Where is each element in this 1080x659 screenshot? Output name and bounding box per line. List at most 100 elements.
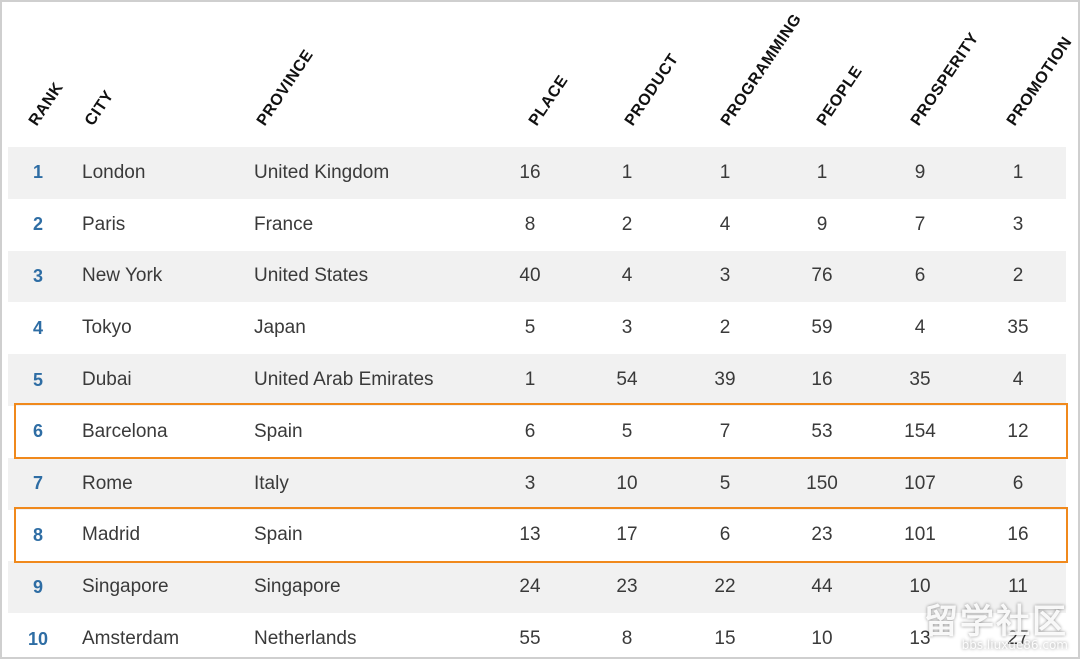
product-cell: 10 bbox=[616, 472, 638, 494]
promotion-cell: 27 bbox=[1007, 628, 1029, 650]
watermark-sub: bbs.liuxue86.com bbox=[961, 638, 1068, 652]
people-cell: 150 bbox=[806, 472, 838, 494]
city-cell: London bbox=[82, 161, 146, 183]
prosperity-cell: 35 bbox=[909, 369, 931, 391]
prosperity-cell: 4 bbox=[914, 317, 926, 339]
header-promotion: PROMOTION bbox=[1003, 33, 1076, 129]
city-cell: New York bbox=[82, 265, 163, 287]
place-cell: 40 bbox=[519, 265, 541, 287]
province-cell: Singapore bbox=[254, 576, 341, 598]
prosperity-cell: 9 bbox=[914, 161, 926, 183]
people-cell: 23 bbox=[811, 524, 833, 546]
place-cell: 6 bbox=[524, 420, 536, 442]
programming-cell: 3 bbox=[719, 265, 731, 287]
promotion-cell: 35 bbox=[1007, 317, 1029, 339]
product-cell: 1 bbox=[621, 161, 633, 183]
product-cell: 5 bbox=[621, 420, 633, 442]
people-cell: 44 bbox=[811, 576, 833, 598]
rank-cell: 2 bbox=[32, 214, 43, 235]
header-province: PROVINCE bbox=[253, 46, 317, 129]
product-cell: 2 bbox=[621, 213, 633, 235]
rank-cell: 10 bbox=[27, 628, 49, 649]
product-cell: 3 bbox=[621, 317, 633, 339]
place-cell: 5 bbox=[524, 317, 536, 339]
prosperity-cell: 13 bbox=[909, 628, 931, 650]
place-cell: 1 bbox=[524, 369, 536, 391]
header-people: PEOPLE bbox=[813, 63, 866, 130]
people-cell: 59 bbox=[811, 317, 833, 339]
programming-cell: 15 bbox=[714, 628, 736, 650]
place-cell: 16 bbox=[519, 161, 541, 183]
promotion-cell: 1 bbox=[1012, 161, 1024, 183]
programming-cell: 5 bbox=[719, 472, 731, 494]
table-row: 10 Amsterdam Netherlands 55 8 15 10 13 27 bbox=[8, 613, 1066, 657]
promotion-cell: 3 bbox=[1012, 213, 1024, 235]
header-rank: RANK bbox=[25, 79, 67, 129]
province-cell: Italy bbox=[254, 472, 289, 494]
table-row: 7 Rome Italy 3 10 5 150 107 6 bbox=[8, 457, 1066, 510]
programming-cell: 4 bbox=[719, 213, 731, 235]
province-cell: Spain bbox=[254, 420, 303, 442]
city-cell: Singapore bbox=[82, 576, 169, 598]
place-cell: 55 bbox=[519, 628, 541, 650]
city-cell: Dubai bbox=[82, 369, 132, 391]
table-row: 3 New York United States 40 4 3 76 6 2 bbox=[8, 250, 1066, 303]
place-cell: 13 bbox=[519, 524, 541, 546]
city-cell: Barcelona bbox=[82, 420, 168, 442]
province-cell: Netherlands bbox=[254, 628, 357, 650]
product-cell: 8 bbox=[621, 628, 633, 650]
header-place: PLACE bbox=[525, 72, 572, 129]
table-row: 8 Madrid Spain 13 17 6 23 101 16 bbox=[8, 509, 1066, 562]
city-cell: Tokyo bbox=[82, 317, 132, 339]
watermark-main: 留学社区 bbox=[924, 602, 1068, 642]
programming-cell: 2 bbox=[719, 317, 731, 339]
table-row: 9 Singapore Singapore 24 23 22 44 10 11 bbox=[8, 561, 1066, 614]
rank-cell: 5 bbox=[32, 369, 43, 390]
prosperity-cell: 7 bbox=[914, 213, 926, 235]
promotion-cell: 16 bbox=[1007, 524, 1029, 546]
promotion-cell: 4 bbox=[1012, 369, 1024, 391]
place-cell: 3 bbox=[524, 472, 536, 494]
province-cell: France bbox=[254, 213, 314, 235]
table-row: 2 Paris France 8 2 4 9 7 3 bbox=[8, 198, 1066, 251]
programming-cell: 7 bbox=[719, 420, 731, 442]
rank-cell: 7 bbox=[32, 473, 43, 494]
prosperity-cell: 107 bbox=[904, 472, 936, 494]
product-cell: 4 bbox=[621, 265, 633, 287]
product-cell: 17 bbox=[616, 524, 638, 546]
header-programming: PROGRAMMING bbox=[717, 11, 806, 130]
people-cell: 76 bbox=[811, 265, 833, 287]
promotion-cell: 6 bbox=[1012, 472, 1024, 494]
programming-cell: 1 bbox=[719, 161, 731, 183]
table-row: 5 Dubai United Arab Emirates 1 54 39 16 35 4 bbox=[8, 354, 1066, 406]
table-row: 6 Barcelona Spain 6 5 7 53 154 12 bbox=[8, 405, 1066, 458]
promotion-cell: 12 bbox=[1007, 420, 1029, 442]
programming-cell: 6 bbox=[719, 524, 731, 546]
prosperity-cell: 6 bbox=[914, 265, 926, 287]
table-row: 1 London United Kingdom 16 1 1 1 9 1 bbox=[8, 147, 1066, 199]
city-cell: Paris bbox=[82, 213, 126, 235]
people-cell: 53 bbox=[811, 420, 833, 442]
product-cell: 23 bbox=[616, 576, 638, 598]
place-cell: 24 bbox=[519, 576, 541, 598]
place-cell: 8 bbox=[524, 213, 536, 235]
province-cell: Spain bbox=[254, 524, 303, 546]
promotion-cell: 2 bbox=[1012, 265, 1024, 287]
prosperity-cell: 154 bbox=[904, 420, 936, 442]
prosperity-cell: 101 bbox=[904, 524, 936, 546]
province-cell: United Arab Emirates bbox=[254, 369, 434, 391]
city-cell: Amsterdam bbox=[82, 628, 180, 650]
rank-cell: 3 bbox=[32, 265, 43, 286]
rank-cell: 8 bbox=[32, 524, 43, 545]
people-cell: 16 bbox=[811, 369, 833, 391]
table-body: 1 London United Kingdom 16 1 1 1 9 1 2 Paris France… bbox=[8, 147, 1066, 657]
table-header: RANK CITY PROVINCE PLACE PRODUCT PROGRAM… bbox=[2, 2, 1078, 147]
watermark: 留学社区 bbs.liuxue86.com bbox=[924, 605, 1068, 651]
header-prosperity: PROSPERITY bbox=[907, 29, 983, 129]
programming-cell: 39 bbox=[714, 369, 736, 391]
city-cell: Rome bbox=[82, 472, 133, 494]
product-cell: 54 bbox=[616, 369, 638, 391]
province-cell: United States bbox=[254, 265, 369, 287]
table-row: 4 Tokyo Japan 5 3 2 59 4 35 bbox=[8, 302, 1066, 355]
city-cell: Madrid bbox=[82, 524, 141, 546]
